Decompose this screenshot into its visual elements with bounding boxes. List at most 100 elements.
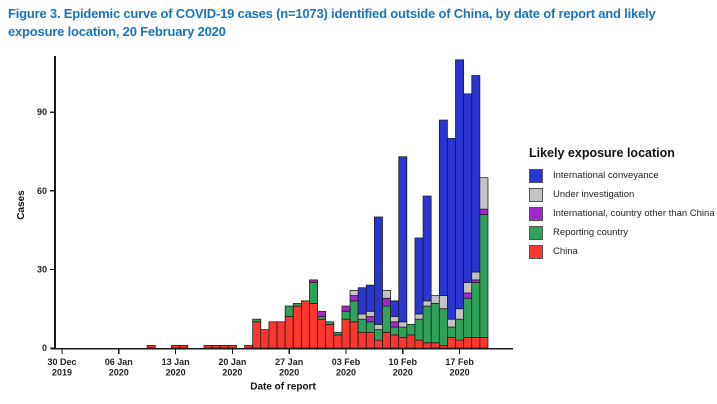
bar-segment-under_investigation — [471, 271, 481, 281]
legend-title: Likely exposure location — [529, 146, 675, 160]
bar-segment-reporting_country — [382, 305, 391, 333]
bar-segment-reporting_country — [447, 326, 456, 338]
bar-segment-international_conveyance — [471, 75, 481, 273]
bar-segment-china — [365, 331, 375, 349]
bar-segment-china — [455, 339, 465, 349]
bar-segment-reporting_country — [357, 318, 367, 333]
bar-segment-under_investigation — [463, 282, 473, 294]
legend-item-international_conveyance: International conveyance — [529, 168, 715, 183]
legend-label-under_investigation: Under investigation — [553, 189, 635, 200]
legend-items: International conveyance Under investigat… — [529, 168, 715, 259]
legend-swatch-reporting_country — [529, 225, 543, 240]
legend-swatch-under_investigation — [529, 187, 543, 202]
x-tick-label: 10 Feb — [389, 357, 418, 367]
x-tick-label-year: 2020 — [336, 368, 356, 378]
bar-segment-china — [422, 342, 432, 349]
bar-segment-international_other — [309, 279, 318, 283]
bar-segment-china — [382, 331, 391, 349]
bar-segment-international_other — [479, 208, 489, 215]
bar-segment-china — [406, 334, 416, 349]
bar-segment-reporting_country — [317, 316, 327, 320]
bar-segment-reporting_country — [325, 321, 335, 325]
bar-segment-china — [252, 321, 262, 349]
bar-segment-international_conveyance — [447, 138, 456, 320]
bar-segment-reporting_country — [398, 326, 408, 338]
bar-segment-china — [430, 342, 440, 349]
bar-segment-china — [341, 318, 351, 349]
bar-segment-under_investigation — [479, 177, 489, 210]
bar-segment-under_investigation — [455, 308, 465, 320]
x-tick-label-year: 2020 — [279, 368, 299, 378]
legend-swatch-international_other — [529, 206, 543, 221]
bar-segment-china — [179, 345, 189, 349]
bar-segment-china — [349, 321, 359, 349]
bar-segment-international_other — [463, 292, 473, 299]
legend: Likely exposure location International c… — [529, 146, 715, 264]
bar-segment-china — [244, 345, 254, 349]
x-tick-label-year: 2020 — [222, 368, 242, 378]
bar-segment-reporting_country — [333, 331, 343, 336]
bar-segment-under_investigation — [447, 318, 456, 328]
bar-segment-under_investigation — [382, 289, 391, 299]
legend-label-international_conveyance: International conveyance — [553, 170, 659, 181]
bar-segment-under_investigation — [430, 295, 440, 304]
y-tick-label: 60 — [37, 186, 47, 196]
figure-title-line1: Figure 3. Epidemic curve of COVID-19 cas… — [8, 6, 656, 21]
bar-segment-under_investigation — [349, 289, 359, 296]
bar-segment-china — [211, 345, 221, 349]
bar-segment-international_other — [365, 316, 375, 323]
bar-segment-china — [284, 316, 294, 349]
bar-segment-reporting_country — [463, 297, 473, 338]
bar-segment-international_other — [349, 295, 359, 302]
bar-segment-china — [300, 300, 310, 349]
bar-segment-reporting_country — [438, 308, 448, 346]
y-tick-label: 0 — [42, 343, 47, 353]
bar-segment-china — [414, 339, 424, 349]
legend-label-international_other: International, country other than China — [553, 208, 715, 219]
bar-segment-china — [268, 321, 278, 349]
bar-segment-china — [390, 334, 400, 349]
legend-swatch-china — [529, 244, 543, 259]
bar-segment-china — [463, 337, 473, 349]
bar-segment-reporting_country — [284, 305, 294, 317]
bar-segment-reporting_country — [390, 326, 400, 336]
figure-title: Figure 3. Epidemic curve of COVID-19 cas… — [8, 5, 712, 41]
bar-segment-international_conveyance — [398, 156, 408, 323]
bar-segment-reporting_country — [349, 300, 359, 323]
bar-segment-international_conveyance — [357, 287, 367, 315]
bar-segment-reporting_country — [309, 282, 318, 304]
bar-segment-china — [438, 345, 448, 349]
bar-segment-reporting_country — [341, 310, 351, 320]
bar-segment-china — [309, 303, 318, 349]
x-tick-label-year: 2019 — [52, 368, 72, 378]
legend-item-under_investigation: Under investigation — [529, 187, 715, 202]
x-tick-label: 27 Jan — [275, 357, 303, 367]
bar-segment-under_investigation — [365, 310, 375, 317]
bar-segment-china — [317, 318, 327, 349]
bar-segment-under_investigation — [438, 295, 448, 310]
bar-segment-under_investigation — [357, 313, 367, 320]
bar-segment-reporting_country — [252, 318, 262, 323]
bar-segment-reporting_country — [422, 305, 432, 344]
y-tick-label: 30 — [37, 264, 47, 274]
y-tick-label: 90 — [37, 107, 47, 117]
bar-segment-international_other — [317, 310, 327, 317]
bar-segment-reporting_country — [414, 318, 424, 341]
bar-segment-reporting_country — [471, 282, 481, 338]
bar-segment-under_investigation — [398, 321, 408, 328]
bar-segment-china — [374, 339, 383, 349]
x-axis-label: Date of report — [250, 382, 316, 393]
x-tick-label: 20 Jan — [218, 357, 246, 367]
bar-segment-international_conveyance — [438, 119, 448, 296]
x-tick-label-year: 2020 — [450, 368, 470, 378]
bar-segment-china — [398, 337, 408, 349]
legend-item-reporting_country: Reporting country — [529, 225, 715, 240]
bar-segment-under_investigation — [374, 324, 383, 331]
bar-segment-reporting_country — [479, 214, 489, 338]
legend-item-international_other: International, country other than China — [529, 206, 715, 221]
bar-segment-reporting_country — [430, 303, 440, 344]
bar-segment-under_investigation — [422, 300, 432, 307]
bar-segment-china — [471, 337, 481, 349]
